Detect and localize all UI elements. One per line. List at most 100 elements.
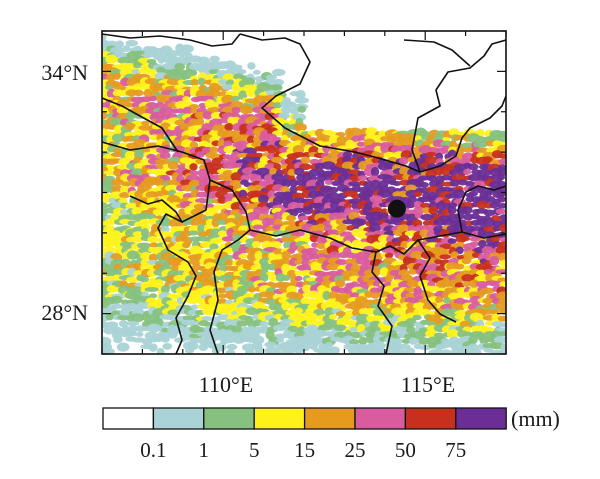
precip-cell xyxy=(218,79,228,86)
precip-cell xyxy=(293,122,307,132)
precip-cell xyxy=(285,331,299,340)
precip-cell xyxy=(497,166,506,177)
precip-cell xyxy=(182,242,191,249)
precip-cell xyxy=(302,152,311,158)
precip-cell xyxy=(246,135,256,144)
precip-cell xyxy=(159,151,171,159)
precip-cell xyxy=(218,293,227,299)
precip-cell xyxy=(403,257,418,264)
precip-cell xyxy=(272,78,285,86)
precip-cell xyxy=(209,106,221,113)
precip-cell xyxy=(146,68,157,75)
precip-cell xyxy=(439,342,452,349)
colorbar-threshold-label: 15 xyxy=(294,438,315,462)
province-boundary-line xyxy=(209,179,251,354)
precip-cell xyxy=(321,196,335,206)
precip-cell xyxy=(447,238,457,244)
precip-cell xyxy=(231,106,241,114)
precip-cell xyxy=(221,337,236,344)
precip-cell xyxy=(294,275,303,281)
precip-cell xyxy=(328,186,339,194)
province-boundary-line xyxy=(457,185,506,233)
precip-cell xyxy=(133,286,143,292)
precip-cell xyxy=(124,150,136,161)
precip-cell xyxy=(441,218,453,226)
precip-cell xyxy=(111,133,124,143)
precip-cell xyxy=(446,328,459,339)
precip-cell xyxy=(181,331,195,341)
precip-cell xyxy=(167,160,179,170)
precip-cell xyxy=(182,106,193,115)
precip-cell xyxy=(266,144,277,155)
precip-cell xyxy=(414,191,423,197)
precip-cell xyxy=(499,281,506,287)
precip-cell xyxy=(380,144,391,154)
precip-cell xyxy=(252,224,264,230)
precip-cell xyxy=(173,274,187,282)
lon-label-110: 110°E xyxy=(199,372,253,397)
precip-cell xyxy=(495,208,506,215)
precip-cell xyxy=(306,318,319,327)
precip-cell xyxy=(272,324,287,332)
colorbar-threshold-label: 5 xyxy=(249,438,260,462)
precip-cell xyxy=(313,202,326,211)
precip-cell xyxy=(217,196,227,204)
precip-cell xyxy=(110,178,124,186)
precip-cell xyxy=(499,259,506,267)
precip-cell xyxy=(133,263,143,271)
precip-cell xyxy=(267,252,276,260)
precip-cell xyxy=(278,111,290,120)
precip-cell xyxy=(425,151,437,157)
precip-cell xyxy=(371,298,385,305)
precip-cell xyxy=(153,278,164,289)
precip-cell xyxy=(365,334,376,344)
precip-cell xyxy=(112,72,121,80)
precip-cell xyxy=(368,223,382,233)
precip-cell xyxy=(147,236,159,243)
precip-cell xyxy=(247,286,257,293)
precip-cell xyxy=(280,105,292,114)
precip-cell xyxy=(483,209,496,217)
precip-cell xyxy=(281,346,294,354)
precip-cell xyxy=(127,325,138,333)
precip-cell xyxy=(293,292,304,301)
precip-cell xyxy=(148,343,158,352)
precip-cell xyxy=(420,181,429,188)
precip-cell xyxy=(259,320,269,328)
colorbar-unit: (mm) xyxy=(511,406,560,431)
precip-cell xyxy=(314,190,325,198)
precip-cell xyxy=(316,223,326,233)
precip-cell xyxy=(195,151,205,158)
precip-cell xyxy=(489,280,502,287)
precip-cell xyxy=(392,180,402,186)
precip-cell xyxy=(251,335,265,345)
precip-cell xyxy=(447,206,457,215)
precip-cell xyxy=(322,290,331,301)
precip-cell xyxy=(499,214,506,220)
precip-cell xyxy=(273,349,282,354)
precip-cell xyxy=(309,234,319,243)
precip-cell xyxy=(280,178,292,188)
precip-cell xyxy=(398,156,409,165)
precip-cell xyxy=(378,130,387,138)
precip-cell xyxy=(225,349,236,354)
precip-cell xyxy=(247,62,256,70)
precip-cell xyxy=(328,314,338,320)
precip-cell xyxy=(460,142,476,149)
precip-cell xyxy=(291,230,305,237)
precip-cell xyxy=(182,96,191,102)
precip-cell xyxy=(196,117,205,127)
precip-cell xyxy=(190,78,199,87)
precip-cell xyxy=(156,347,165,354)
precip-cell xyxy=(244,349,255,354)
precip-cell xyxy=(195,198,209,204)
precip-cell xyxy=(410,250,424,260)
precip-cell xyxy=(104,218,118,225)
precip-cell xyxy=(336,224,350,231)
precip-cell xyxy=(435,296,444,304)
precip-cell xyxy=(281,274,291,282)
precip-cell xyxy=(480,308,495,315)
precip-cell xyxy=(246,270,258,277)
precip-cell xyxy=(476,200,487,210)
precip-cell xyxy=(398,235,410,243)
